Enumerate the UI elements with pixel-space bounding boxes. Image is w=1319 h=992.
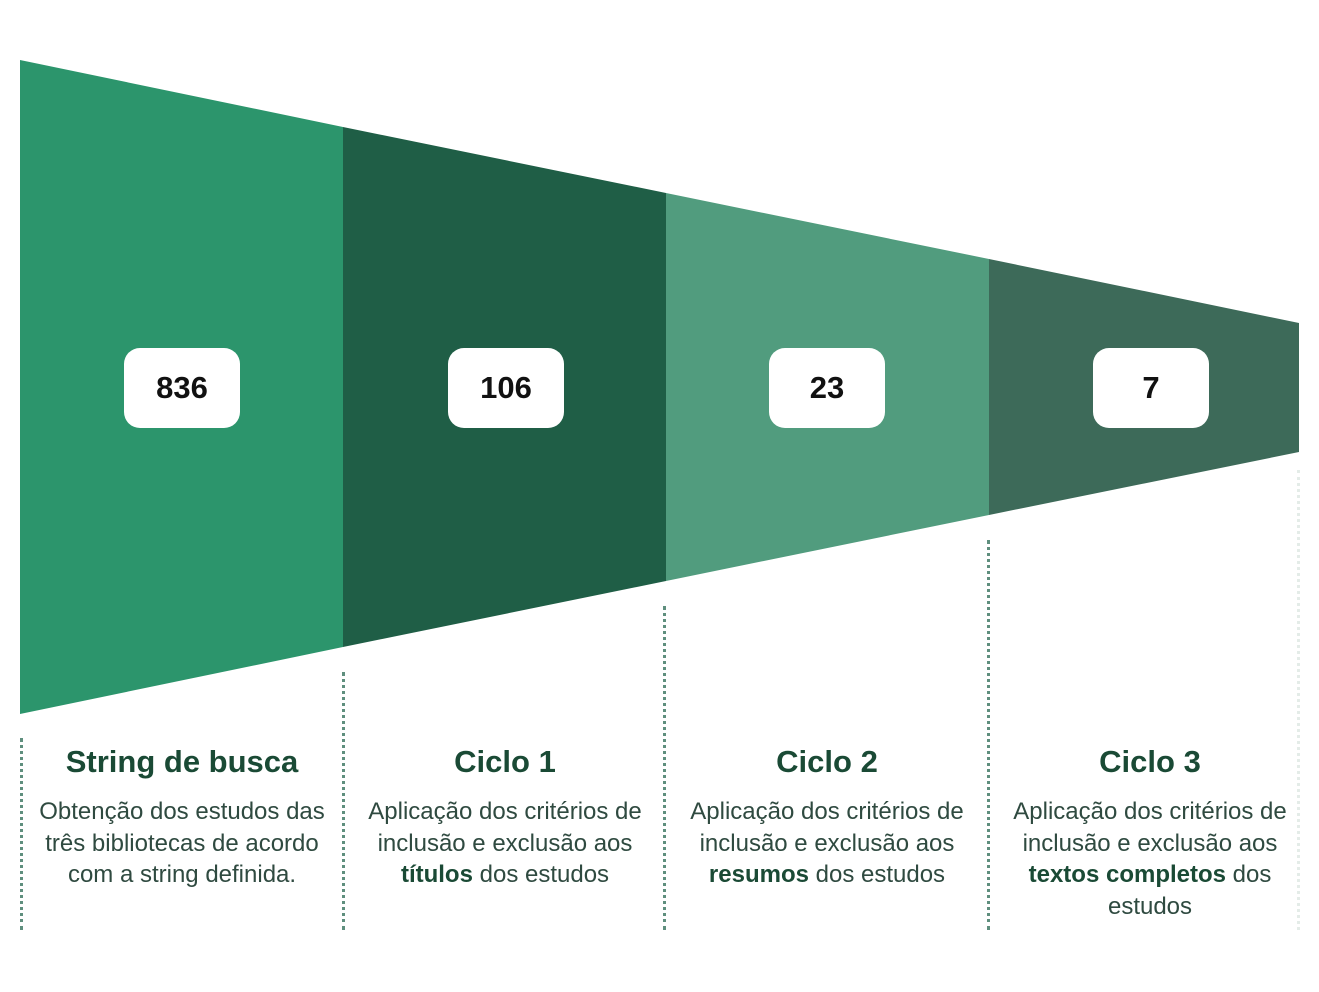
divider-end xyxy=(1297,470,1300,930)
stage-title: String de busca xyxy=(65,744,299,779)
count-box-string-de-busca: 836 xyxy=(124,348,240,428)
stage-description-emphasis: resumos xyxy=(708,861,809,888)
stage-description-text-end: dos estudos xyxy=(1107,861,1272,920)
divider-ciclo-1 xyxy=(342,672,345,930)
stage-ciclo-2: Ciclo 2 Aplicação dos critérios de inclu… xyxy=(677,740,977,891)
count-box-ciclo-1: 106 xyxy=(448,348,564,428)
stage-title: Ciclo 3 xyxy=(1099,744,1201,779)
stage-string-de-busca: String de busca Obtenção dos estudos das… xyxy=(32,740,332,891)
stage-description-text: Aplicação dos critérios de inclusão e ex… xyxy=(1013,798,1287,857)
divider-string-de-busca xyxy=(20,738,23,930)
stage-ciclo-3: Ciclo 3 Aplicação dos critérios de inclu… xyxy=(1000,740,1300,922)
stage-description: Obtenção dos estudos das três biblioteca… xyxy=(32,796,332,891)
stage-description-emphasis: textos completos xyxy=(1028,861,1226,888)
divider-ciclo-3 xyxy=(987,540,990,930)
stage-description: Aplicação dos critérios de inclusão e ex… xyxy=(1000,796,1300,922)
stage-title: Ciclo 2 xyxy=(776,744,878,779)
count-box-ciclo-3: 7 xyxy=(1093,348,1209,428)
stage-description: Aplicação dos critérios de inclusão e ex… xyxy=(355,796,655,891)
stage-title: Ciclo 1 xyxy=(454,744,556,779)
stage-description-text-end: dos estudos xyxy=(472,861,610,888)
stage-description: Aplicação dos critérios de inclusão e ex… xyxy=(677,796,977,891)
count-box-ciclo-2: 23 xyxy=(769,348,885,428)
stage-description-emphasis: títulos xyxy=(400,861,473,888)
stage-description-text-end: dos estudos xyxy=(808,861,946,888)
divider-ciclo-2 xyxy=(663,606,666,930)
stage-description-text: Obtenção dos estudos das três biblioteca… xyxy=(39,798,325,888)
stage-ciclo-1: Ciclo 1 Aplicação dos critérios de inclu… xyxy=(355,740,655,891)
stage-description-text: Aplicação dos critérios de inclusão e ex… xyxy=(368,798,642,857)
stage-description-text: Aplicação dos critérios de inclusão e ex… xyxy=(690,798,964,857)
